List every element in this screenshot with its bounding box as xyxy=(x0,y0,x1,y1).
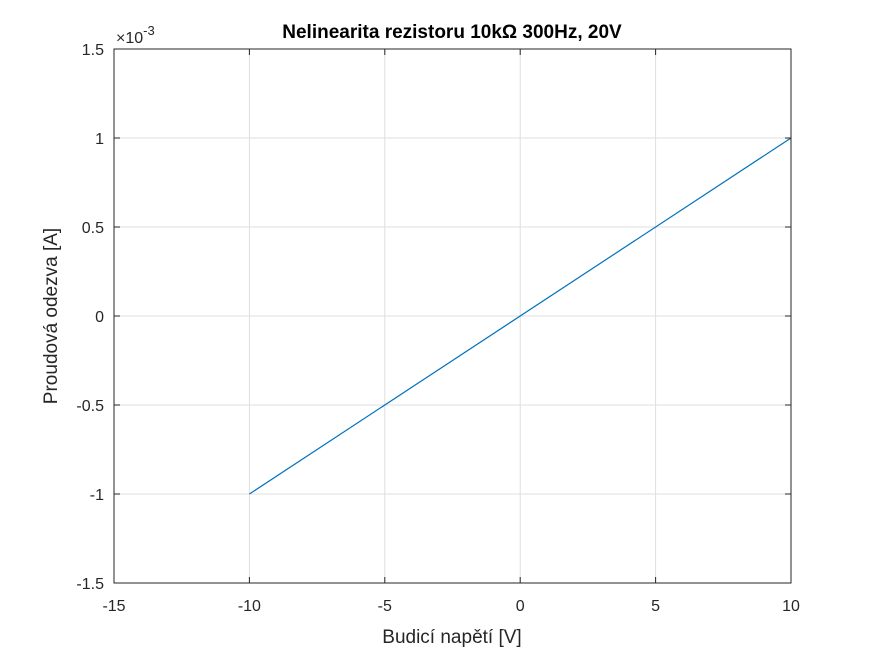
y-exponent-multiplier: ×10-3 xyxy=(116,23,155,47)
series-line xyxy=(249,137,792,495)
ticks xyxy=(113,48,792,584)
x-tick-label: -15 xyxy=(102,598,125,615)
chart-title: Nelinearita rezistoru 10kΩ 300Hz, 20V xyxy=(282,22,622,43)
x-tick-label: -5 xyxy=(378,598,392,615)
y-tick-labels: -1.5 -1 -0.5 0 0.5 1 1.5 xyxy=(76,42,104,593)
x-axis-label: Budicí napětí [V] xyxy=(382,627,521,648)
y-tick-label: -1.5 xyxy=(76,576,104,593)
x-tick-label: -10 xyxy=(238,598,261,615)
x-tick-labels: -15 -10 -5 0 5 10 xyxy=(102,598,800,615)
x-tick-label: 5 xyxy=(651,598,660,615)
y-tick-label: -1 xyxy=(90,487,104,504)
series-layer xyxy=(249,137,792,495)
x-tick-label: 10 xyxy=(782,598,800,615)
x-tick-label: 0 xyxy=(516,598,525,615)
y-tick-label: 0 xyxy=(95,309,104,326)
y-axis-label: Proudová odezva [A] xyxy=(41,228,62,404)
y-tick-label: 1 xyxy=(95,131,104,148)
y-tick-label: 0.5 xyxy=(82,220,104,237)
grid xyxy=(113,48,792,584)
y-tick-label: 1.5 xyxy=(82,42,104,59)
y-tick-label: -0.5 xyxy=(76,398,104,415)
